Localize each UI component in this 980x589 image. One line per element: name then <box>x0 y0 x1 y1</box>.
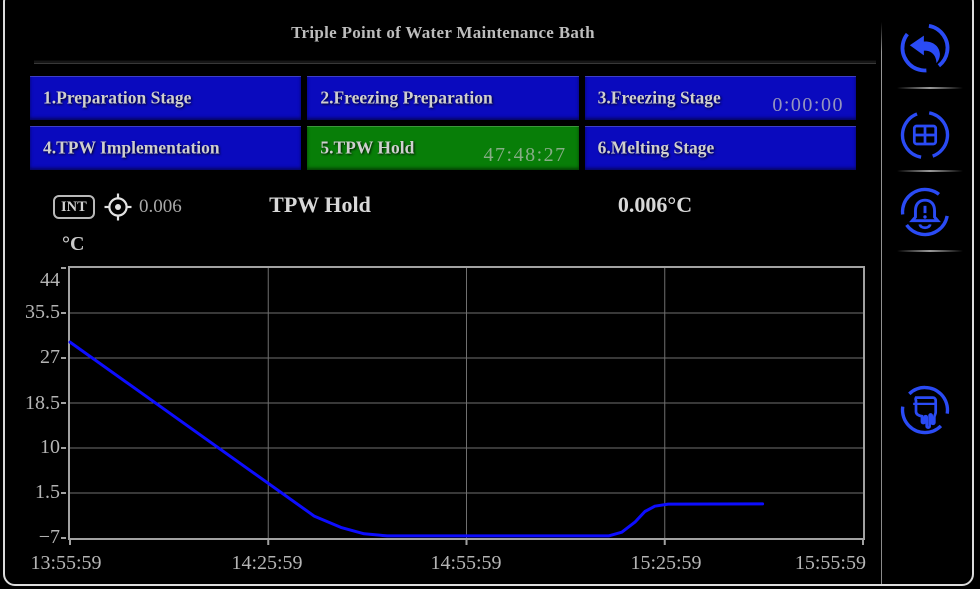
stage-label: 6.Melting Stage <box>597 137 715 158</box>
sidebar-divider <box>897 87 963 89</box>
alarm-bell-icon <box>900 187 950 237</box>
stage-button-tpw-hold[interactable]: 5.TPW Hold 47:48:27 <box>307 126 579 170</box>
stage-label: 3.Freezing Stage <box>597 87 721 108</box>
data-table-icon <box>900 110 950 160</box>
current-temperature: 0.006°C <box>617 192 693 217</box>
probe-mode-badge: INT <box>53 195 95 219</box>
x-tick-label: 15:25:59 <box>630 552 702 574</box>
current-stage-name: TPW Hold <box>269 192 371 217</box>
melt-record-button[interactable] <box>898 383 952 437</box>
chart-canvas <box>61 267 864 545</box>
sidebar <box>881 0 980 589</box>
title-divider <box>34 60 876 64</box>
stage-grid: 1.Preparation Stage 2.Freezing Preparati… <box>30 76 856 170</box>
stage-label: 2.Freezing Preparation <box>320 87 493 108</box>
y-tick-label: 44 <box>40 269 60 291</box>
stage-timer: 0:00:00 <box>772 94 844 116</box>
y-axis-unit-label: °C <box>62 233 85 255</box>
x-tick-label: 14:55:59 <box>430 552 502 574</box>
stage-button-freezing[interactable]: 3.Freezing Stage 0:00:00 <box>584 76 856 120</box>
y-tick-label: 35.5 <box>25 301 60 323</box>
setpoint-value: 0.006 <box>139 196 182 217</box>
y-tick-label: 1.5 <box>35 481 60 503</box>
y-tick-label: −7 <box>38 526 60 548</box>
sidebar-divider <box>897 250 963 252</box>
stage-timer: 47:48:27 <box>483 144 567 166</box>
x-tick-label: 14:25:59 <box>231 552 303 574</box>
setpoint-target-icon <box>104 193 132 221</box>
x-tick-label: 13:55:59 <box>30 552 102 574</box>
temperature-chart <box>61 266 865 545</box>
back-arrow-icon <box>900 23 950 73</box>
y-tick-label: 10 <box>40 436 60 458</box>
alarm-button[interactable] <box>898 185 952 239</box>
stage-label: 1.Preparation Stage <box>43 87 192 108</box>
page-title: Triple Point of Water Maintenance Bath <box>291 23 595 42</box>
stage-label: 4.TPW Implementation <box>43 137 220 158</box>
back-button[interactable] <box>898 21 952 75</box>
stage-button-freezing-preparation[interactable]: 2.Freezing Preparation <box>307 76 579 120</box>
sidebar-separator <box>881 22 882 585</box>
stage-button-preparation[interactable]: 1.Preparation Stage <box>30 76 302 120</box>
x-tick-label: 15:55:59 <box>794 552 866 574</box>
data-table-button[interactable] <box>898 108 952 162</box>
melting-ice-icon <box>900 385 950 435</box>
stage-button-melting[interactable]: 6.Melting Stage <box>584 126 856 170</box>
y-tick-label: 18.5 <box>25 392 60 414</box>
sidebar-divider <box>897 170 963 172</box>
stage-button-tpw-implementation[interactable]: 4.TPW Implementation <box>30 126 302 170</box>
stage-label: 5.TPW Hold <box>320 137 415 158</box>
y-tick-label: 27 <box>40 346 60 368</box>
